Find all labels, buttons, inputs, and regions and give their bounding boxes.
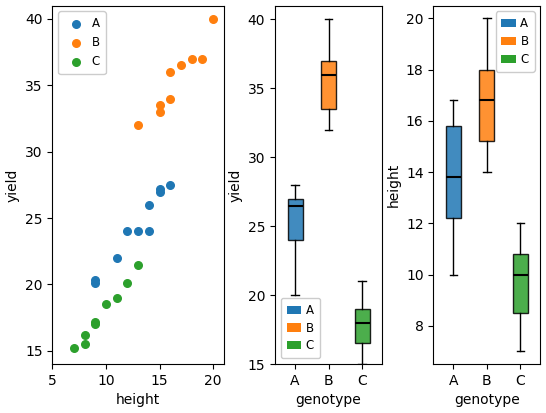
- C: [102, 301, 110, 308]
- PathPatch shape: [288, 199, 302, 240]
- X-axis label: genotype: genotype: [454, 394, 520, 408]
- A: [134, 228, 143, 235]
- Legend: A, B, C: A, B, C: [58, 12, 105, 74]
- A: [145, 228, 153, 235]
- A: [145, 202, 153, 208]
- X-axis label: genotype: genotype: [296, 394, 361, 408]
- C: [80, 341, 89, 348]
- B: [166, 95, 175, 102]
- A: [166, 182, 175, 188]
- C: [134, 261, 143, 268]
- B: [187, 55, 196, 62]
- Y-axis label: yield: yield: [5, 168, 20, 202]
- Y-axis label: height: height: [387, 163, 400, 207]
- B: [155, 102, 164, 109]
- B: [134, 122, 143, 128]
- Legend: A, B, C: A, B, C: [496, 12, 535, 72]
- A: [112, 254, 121, 261]
- C: [69, 345, 78, 351]
- A: [123, 228, 132, 235]
- C: [123, 280, 132, 287]
- C: [91, 318, 100, 325]
- PathPatch shape: [513, 254, 528, 313]
- PathPatch shape: [321, 61, 336, 109]
- C: [91, 321, 100, 328]
- B: [176, 62, 185, 69]
- A: [155, 188, 164, 195]
- A: [155, 185, 164, 192]
- B: [209, 16, 217, 22]
- A: [91, 280, 100, 287]
- PathPatch shape: [479, 70, 495, 141]
- B: [155, 109, 164, 115]
- PathPatch shape: [446, 126, 461, 218]
- C: [80, 332, 89, 338]
- A: [91, 277, 100, 284]
- C: [112, 294, 121, 301]
- B: [198, 55, 207, 62]
- B: [166, 69, 175, 75]
- X-axis label: height: height: [116, 394, 161, 408]
- Legend: A, B, C: A, B, C: [281, 298, 320, 358]
- PathPatch shape: [354, 309, 370, 344]
- Y-axis label: yield: yield: [228, 168, 242, 202]
